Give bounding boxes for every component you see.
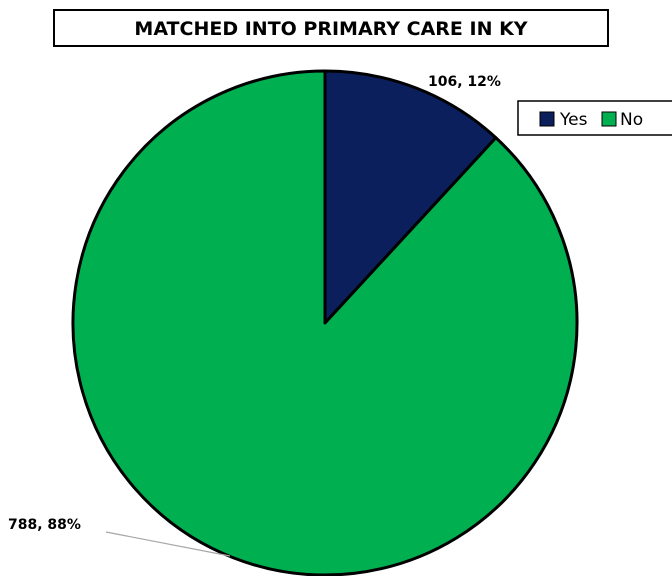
- pie-slice-yes: [323, 69, 498, 325]
- data-label-leader-line: [105, 531, 231, 557]
- pie-slices: [71, 69, 579, 576]
- chart-title: MATCHED INTO PRIMARY CARE IN KY: [134, 18, 527, 40]
- legend-label-no: No: [620, 110, 643, 130]
- legend: Yes No: [517, 100, 672, 136]
- chart-title-box: [53, 9, 609, 47]
- legend-swatch-yes: [539, 111, 555, 127]
- data-label-no: 788, 88%: [8, 517, 81, 533]
- legend-swatch-no: [601, 111, 617, 127]
- legend-label-yes: Yes: [559, 110, 588, 130]
- chart-title-group: MATCHED INTO PRIMARY CARE IN KY: [53, 9, 609, 47]
- pie-slice-no: [71, 69, 579, 576]
- data-label-yes: 106, 12%: [428, 74, 501, 90]
- legend-box: [517, 100, 672, 136]
